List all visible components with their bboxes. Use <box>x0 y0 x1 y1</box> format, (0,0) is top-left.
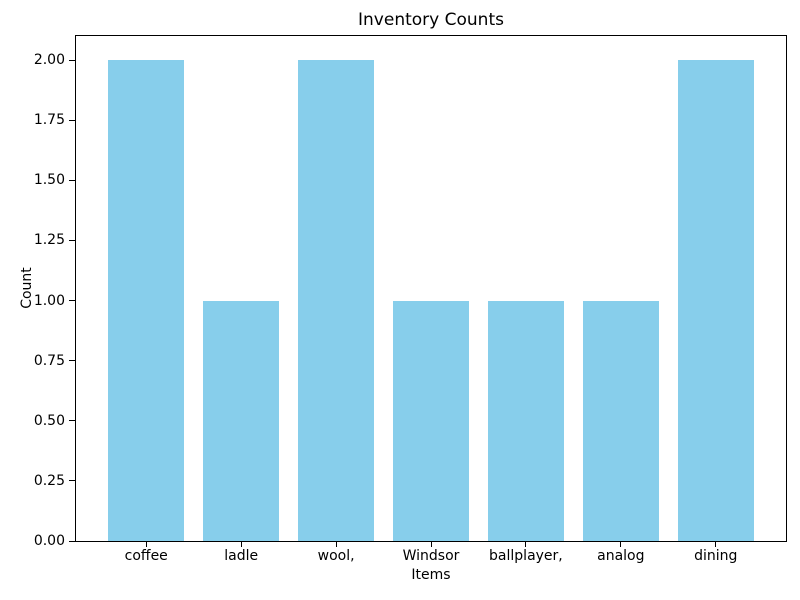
bar-dining <box>677 60 754 541</box>
x-tick-mark <box>240 541 242 547</box>
y-axis-label: Count <box>19 267 35 309</box>
y-tick-mark <box>69 119 75 121</box>
bar-ladle <box>203 300 280 541</box>
y-tick-label: 0.25 <box>33 472 65 489</box>
y-tick-label: 1.50 <box>33 172 65 189</box>
x-tick-label: analog <box>597 548 645 564</box>
chart-title: Inventory Counts <box>358 10 504 30</box>
bar-ballplayer, <box>487 300 564 541</box>
x-tick-label: ladle <box>224 548 259 564</box>
y-tick-label: 0.50 <box>33 412 65 429</box>
plot-area: coffee ladle wool, Windsor ballplayer, analog… <box>34 35 787 564</box>
x-tick-label: dining <box>694 548 738 564</box>
y-tick-mark <box>69 540 75 542</box>
y-tick-label: 0.00 <box>33 533 65 549</box>
x-tick-mark <box>620 541 622 547</box>
x-tick-mark <box>715 541 717 547</box>
x-tick-label: coffee <box>124 548 168 564</box>
x-tick-mark <box>335 541 337 547</box>
x-axis-label: Items <box>411 567 451 583</box>
y-tick-mark <box>69 300 75 302</box>
bar-coffee <box>108 60 185 541</box>
y-tick-mark <box>69 59 75 61</box>
y-tick-label: 1.25 <box>33 232 65 249</box>
x-tick-label: ballplayer, <box>489 548 563 564</box>
x-tick-label: wool, <box>317 548 355 564</box>
y-tick-mark <box>69 480 75 482</box>
y-tick-mark <box>69 239 75 241</box>
bar-Windsor <box>393 300 469 541</box>
y-tick-label: 2.00 <box>33 52 65 69</box>
x-tick-label: Windsor <box>402 548 460 564</box>
y-tick-mark <box>69 179 75 181</box>
y-tick-label: 0.75 <box>33 352 65 369</box>
y-tick-mark <box>69 420 75 422</box>
x-tick-mark <box>430 541 432 547</box>
y-tick-mark <box>69 360 75 362</box>
bar-wool, <box>298 60 375 541</box>
x-tick-mark <box>525 541 527 547</box>
y-tick-label: 1.00 <box>33 292 65 309</box>
x-tick-mark <box>145 541 147 547</box>
y-tick-label: 1.75 <box>33 112 65 129</box>
bar-analog <box>582 300 659 541</box>
